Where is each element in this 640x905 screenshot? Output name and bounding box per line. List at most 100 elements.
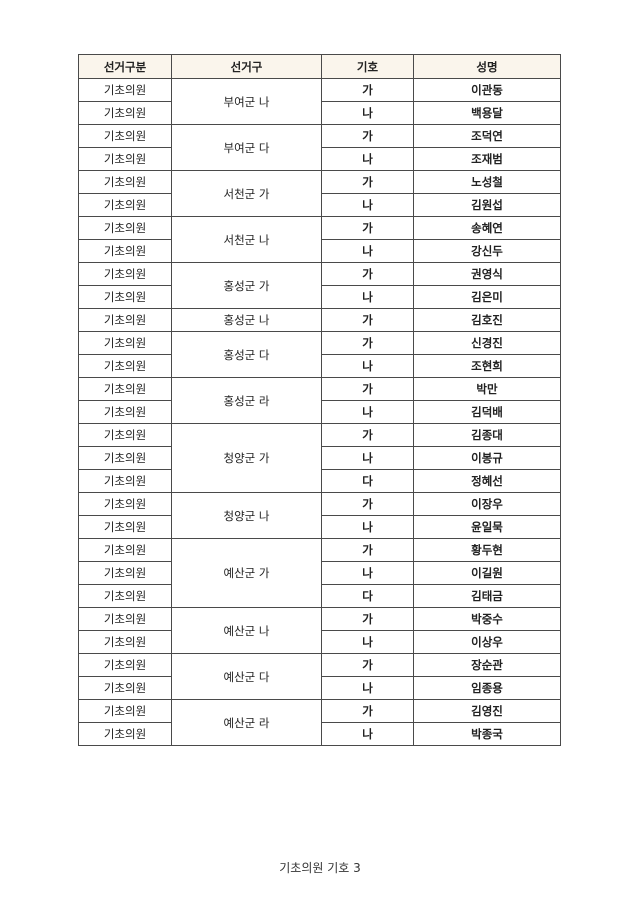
category-cell: 기초의원 (78, 515, 172, 539)
symbol-cell: 다 (321, 469, 414, 493)
name-cell: 송혜연 (413, 216, 561, 240)
name-cell: 박만 (413, 377, 561, 401)
name-cell: 황두현 (413, 538, 561, 562)
table-row: 기초의원 홍성군 라 가 박만 (78, 377, 561, 424)
category-cell: 기초의원 (78, 308, 172, 332)
table-row: 기초의원 나 이상우 (78, 630, 561, 654)
category-cell: 기초의원 (78, 377, 172, 401)
symbol-cell: 가 (321, 78, 414, 102)
district-cell: 예산군 다 (171, 653, 322, 700)
district-cell: 청양군 가 (171, 423, 322, 493)
symbol-cell: 나 (321, 285, 414, 309)
category-cell: 기초의원 (78, 262, 172, 286)
name-cell: 장순관 (413, 653, 561, 677)
district-cell: 예산군 가 (171, 538, 322, 608)
name-cell: 권영식 (413, 262, 561, 286)
category-cell: 기초의원 (78, 285, 172, 309)
table-row: 기초의원 예산군 다 가 장순관 (78, 653, 561, 700)
symbol-cell: 가 (321, 377, 414, 401)
symbol-cell: 나 (321, 193, 414, 217)
name-cell: 임종용 (413, 676, 561, 700)
symbol-cell: 나 (321, 515, 414, 539)
category-cell: 기초의원 (78, 446, 172, 470)
name-cell: 이관동 (413, 78, 561, 102)
category-cell: 기초의원 (78, 101, 172, 125)
category-cell: 기초의원 (78, 699, 172, 723)
symbol-cell: 가 (321, 538, 414, 562)
header-district: 선거구 (171, 54, 322, 79)
district-cell: 홍성군 나 (171, 308, 322, 332)
header-category: 선거구분 (78, 54, 172, 79)
symbol-cell: 가 (321, 331, 414, 355)
symbol-cell: 가 (321, 262, 414, 286)
symbol-cell: 가 (321, 699, 414, 723)
category-cell: 기초의원 (78, 193, 172, 217)
symbol-cell: 가 (321, 607, 414, 631)
symbol-cell: 나 (321, 239, 414, 263)
name-cell: 윤일묵 (413, 515, 561, 539)
category-cell: 기초의원 (78, 423, 172, 447)
symbol-cell: 다 (321, 584, 414, 608)
district-cell: 홍성군 라 (171, 377, 322, 424)
table-row: 기초의원 예산군 나 가 박중수 (78, 607, 561, 654)
name-cell: 노성철 (413, 170, 561, 194)
symbol-cell: 나 (321, 630, 414, 654)
symbol-cell: 가 (321, 423, 414, 447)
table-row: 기초의원 홍성군 가 가 권영식 (78, 262, 561, 309)
name-cell: 백용달 (413, 101, 561, 125)
table-row: 기초의원 나 백용달 (78, 101, 561, 125)
table-row: 기초의원 나 김은미 (78, 285, 561, 309)
name-cell: 김덕배 (413, 400, 561, 424)
symbol-cell: 가 (321, 492, 414, 516)
table-row: 기초의원 예산군 라 가 김영진 (78, 699, 561, 746)
name-cell: 조현희 (413, 354, 561, 378)
category-cell: 기초의원 (78, 78, 172, 102)
category-cell: 기초의원 (78, 561, 172, 585)
symbol-cell: 나 (321, 722, 414, 746)
category-cell: 기초의원 (78, 630, 172, 654)
table-row: 기초의원 서천군 가 가 노성철 (78, 170, 561, 217)
category-cell: 기초의원 (78, 239, 172, 263)
district-cell: 홍성군 다 (171, 331, 322, 378)
name-cell: 정혜선 (413, 469, 561, 493)
header-symbol: 기호 (321, 54, 414, 79)
name-cell: 이상우 (413, 630, 561, 654)
district-cell: 서천군 가 (171, 170, 322, 217)
district-cell: 예산군 나 (171, 607, 322, 654)
symbol-cell: 나 (321, 446, 414, 470)
name-cell: 이길원 (413, 561, 561, 585)
table-row: 기초의원 나 강신두 (78, 239, 561, 263)
district-cell: 부여군 다 (171, 124, 322, 171)
district-cell: 부여군 나 (171, 78, 322, 125)
table-row: 기초의원 나 김덕배 (78, 400, 561, 424)
table-row: 기초의원 다 정혜선 (78, 469, 561, 493)
candidate-table: 선거구분 선거구 기호 성명 기초의원 부여군 나 가 이관동 기초의원 나 백용달 기초의원… (78, 54, 561, 746)
table-row: 기초의원 다 김태금 (78, 584, 561, 608)
symbol-cell: 가 (321, 124, 414, 148)
category-cell: 기초의원 (78, 400, 172, 424)
name-cell: 이봉규 (413, 446, 561, 470)
table-row: 기초의원 부여군 다 가 조덕연 (78, 124, 561, 171)
name-cell: 김태금 (413, 584, 561, 608)
symbol-cell: 나 (321, 101, 414, 125)
category-cell: 기초의원 (78, 331, 172, 355)
table-row: 기초의원 나 임종용 (78, 676, 561, 700)
table-row: 기초의원 청양군 나 가 이장우 (78, 492, 561, 539)
table-row: 기초의원 서천군 나 가 송혜연 (78, 216, 561, 263)
symbol-cell: 나 (321, 676, 414, 700)
name-cell: 이장우 (413, 492, 561, 516)
name-cell: 신경진 (413, 331, 561, 355)
symbol-cell: 가 (321, 653, 414, 677)
table-row: 기초의원 홍성군 다 가 신경진 (78, 331, 561, 378)
table-row: 기초의원 나 이길원 (78, 561, 561, 585)
name-cell: 김호진 (413, 308, 561, 332)
district-cell: 예산군 라 (171, 699, 322, 746)
symbol-cell: 가 (321, 216, 414, 240)
table-row: 기초의원 부여군 나 가 이관동 (78, 78, 561, 125)
category-cell: 기초의원 (78, 676, 172, 700)
category-cell: 기초의원 (78, 607, 172, 631)
symbol-cell: 나 (321, 561, 414, 585)
name-cell: 김원섭 (413, 193, 561, 217)
name-cell: 김종대 (413, 423, 561, 447)
category-cell: 기초의원 (78, 584, 172, 608)
